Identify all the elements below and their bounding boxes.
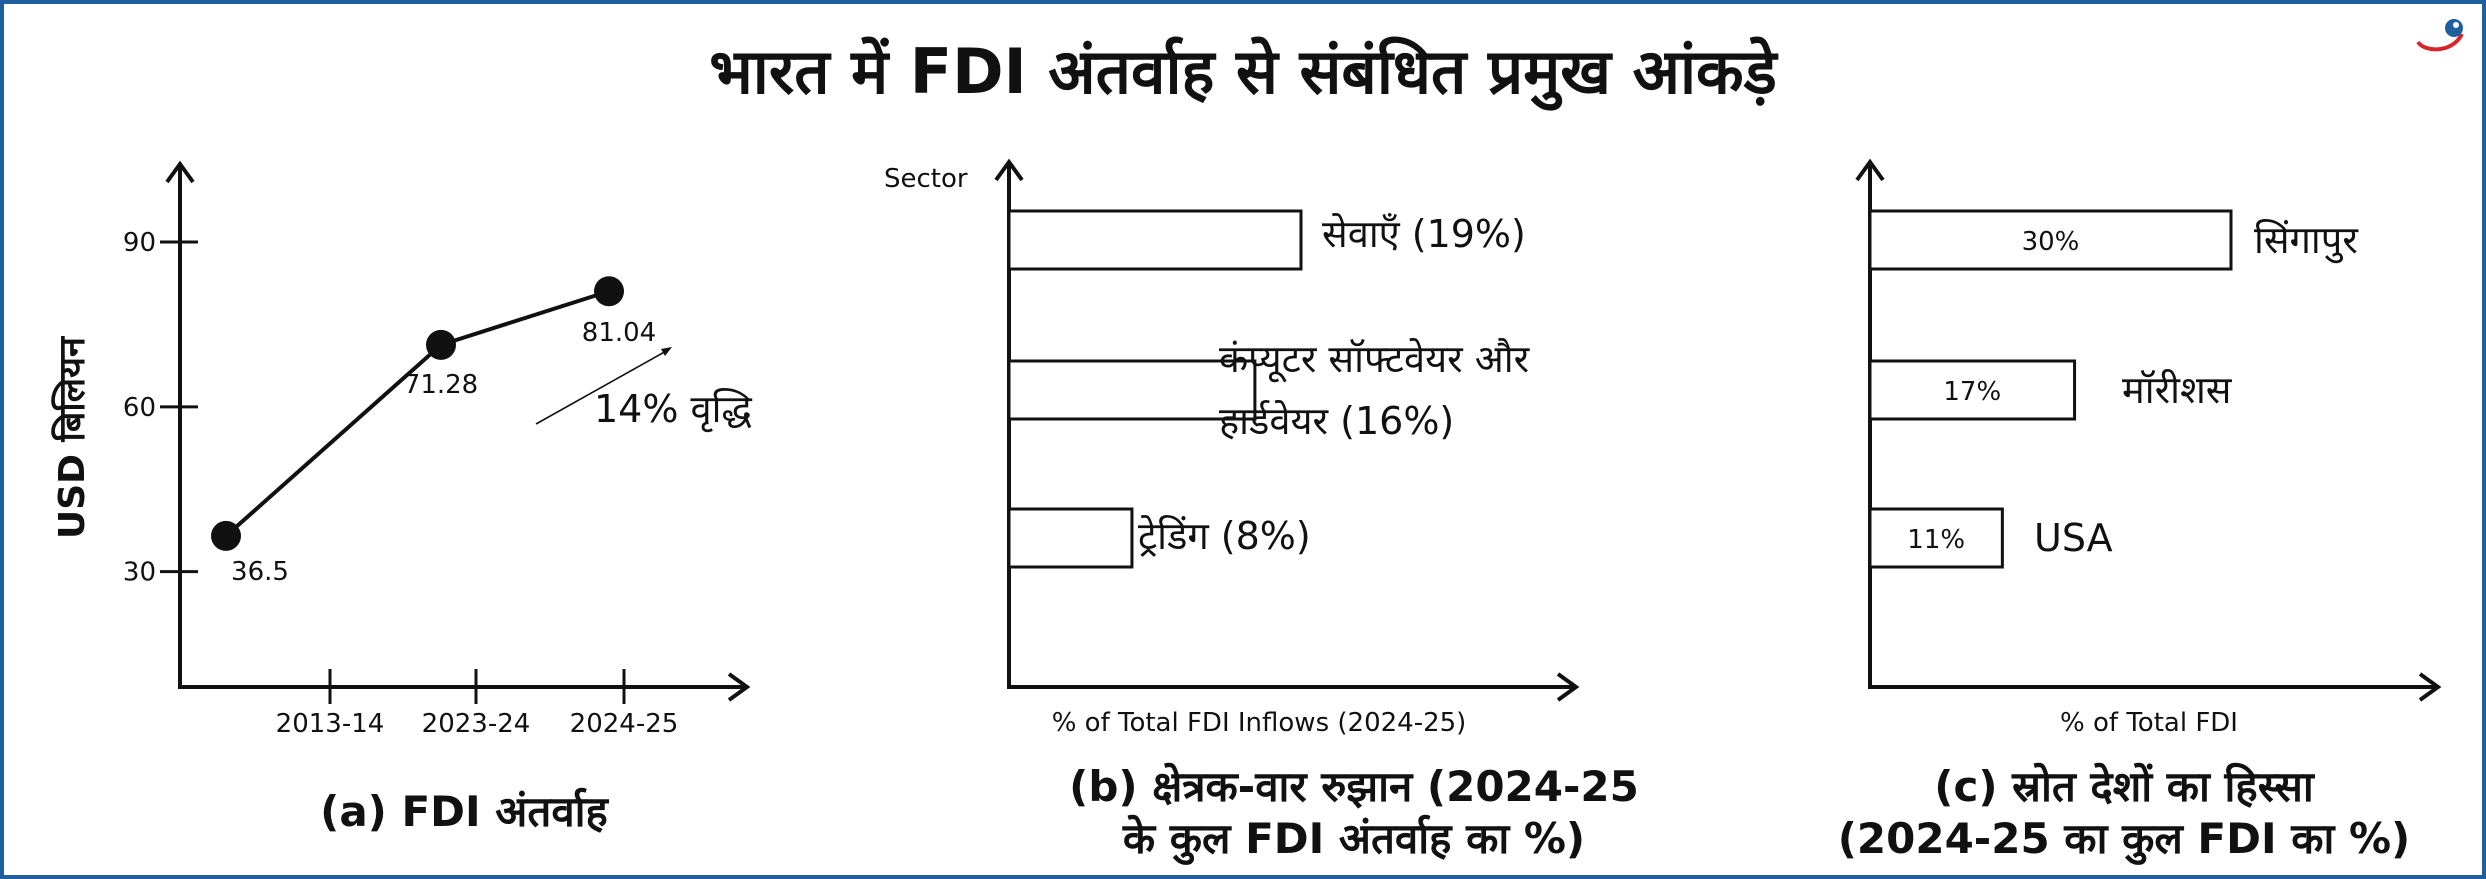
- chart-a-series-line: [224, 289, 610, 538]
- chart-c-xlabel: % of Total FDI: [2060, 708, 2238, 738]
- page-title: भारत में FDI अंतर्वाह से संबंधित प्रमुख …: [709, 35, 1777, 108]
- chart-c-caption-line2: (2024-25 का कुल FDI का %): [1837, 814, 2411, 863]
- chart-b-xlabel: % of Total FDI Inflows (2024-25): [1052, 708, 1467, 738]
- chart-a-caption: (a) FDI अंतर्वाह: [320, 787, 608, 836]
- chart-c-bar: [1868, 209, 2233, 271]
- chart-a-growth-arrow: [535, 349, 669, 425]
- chart-c-caption: (c) स्रोत देशों का हिस्सा (2024-25 का कु…: [1764, 761, 2482, 865]
- chart-b-caption: (b) क्षेत्रक-वार रुझान (2024-25 के कुल F…: [904, 761, 1804, 865]
- chart-a-xtick-label: 2013-14: [276, 709, 385, 739]
- chart-b-bar: [1007, 209, 1303, 271]
- chart-c-bar-label: USA: [2034, 516, 2113, 560]
- chart-b-bar-label-3: ट्रेडिंग (8%): [1138, 514, 1311, 558]
- chart-b-caption-line1: (b) क्षेत्रक-वार रुझान (2024-25: [1069, 762, 1639, 811]
- chart-a-ytick-label: 90: [123, 228, 156, 258]
- chart-a-fdi-inflows: 30 60 90 2013-14 2023-24 2024-25 36.5 71.28 81…: [51, 160, 753, 739]
- chart-a-ytick-label: 60: [123, 393, 156, 423]
- chart-a-xtick-label: 2024-25: [570, 709, 679, 739]
- chart-b-y-arrow-icon: [994, 158, 1024, 182]
- chart-a-ylabel: USD बिलियन: [51, 335, 93, 539]
- chart-b-ylabel: Sector: [884, 164, 968, 194]
- chart-b-bar: [1007, 359, 1257, 421]
- chart-c-bar-label: सिंगापुर: [2254, 218, 2359, 264]
- chart-b-bar: [1007, 507, 1134, 569]
- brand-logo-icon: [2416, 19, 2464, 52]
- chart-c-value-label: 30%: [2022, 227, 2080, 257]
- chart-a-y-arrow-icon: [165, 160, 195, 184]
- chart-b-x-arrow-icon: [1556, 672, 1580, 702]
- chart-a-xtick-label: 2023-24: [422, 709, 531, 739]
- chart-a-data-label: 71.28: [404, 370, 478, 400]
- chart-c-bar-label: मॉरीशस: [2122, 368, 2233, 412]
- chart-a-point: [211, 520, 241, 551]
- chart-b-bar-label-1: सेवाएँ (19%): [1322, 212, 1526, 256]
- chart-a-ytick-label: 30: [123, 558, 156, 588]
- chart-a-point: [594, 276, 624, 307]
- chart-a-annotation: 14% वृद्धि: [594, 387, 753, 433]
- chart-c-source-countries: % of Total FDI 30% सिंगापुर 17% मॉरीशस 11% US…: [1855, 158, 2442, 738]
- chart-b-bar-label-2-line1: कंप्यूटर सॉफ्टवेयर और: [1219, 337, 1531, 383]
- chart-c-x-arrow-icon: [2418, 672, 2442, 702]
- chart-c-value-label: 11%: [1907, 525, 1965, 555]
- logo-red-swoosh: [2416, 32, 2464, 52]
- chart-b-caption-line2: के कुल FDI अंतर्वाह का %): [1122, 814, 1586, 863]
- chart-b-sector-trend: Sector % of Total FDI Inflows (2024-25) …: [884, 158, 1580, 738]
- chart-b-bar-label-2-line2: हार्डवेयर (16%): [1219, 399, 1454, 443]
- chart-a-x-arrow-icon: [727, 672, 751, 702]
- chart-a-data-label: 36.5: [231, 557, 289, 587]
- chart-a-point: [426, 329, 456, 360]
- chart-c-value-label: 17%: [1943, 377, 2001, 407]
- chart-c-caption-line1: (c) स्रोत देशों का हिस्सा: [1934, 762, 2314, 811]
- chart-a-growth-arrowhead-icon: [661, 347, 672, 356]
- chart-c-bar: [1868, 507, 2004, 569]
- charts-canvas: 30 60 90 2013-14 2023-24 2024-25 36.5 71.28 81…: [51, 158, 2442, 739]
- logo-white-dot: [2453, 22, 2459, 28]
- chart-c-bar: [1868, 359, 2077, 421]
- chart-a-data-label: 81.04: [582, 318, 656, 348]
- chart-c-y-arrow-icon: [1855, 158, 1885, 182]
